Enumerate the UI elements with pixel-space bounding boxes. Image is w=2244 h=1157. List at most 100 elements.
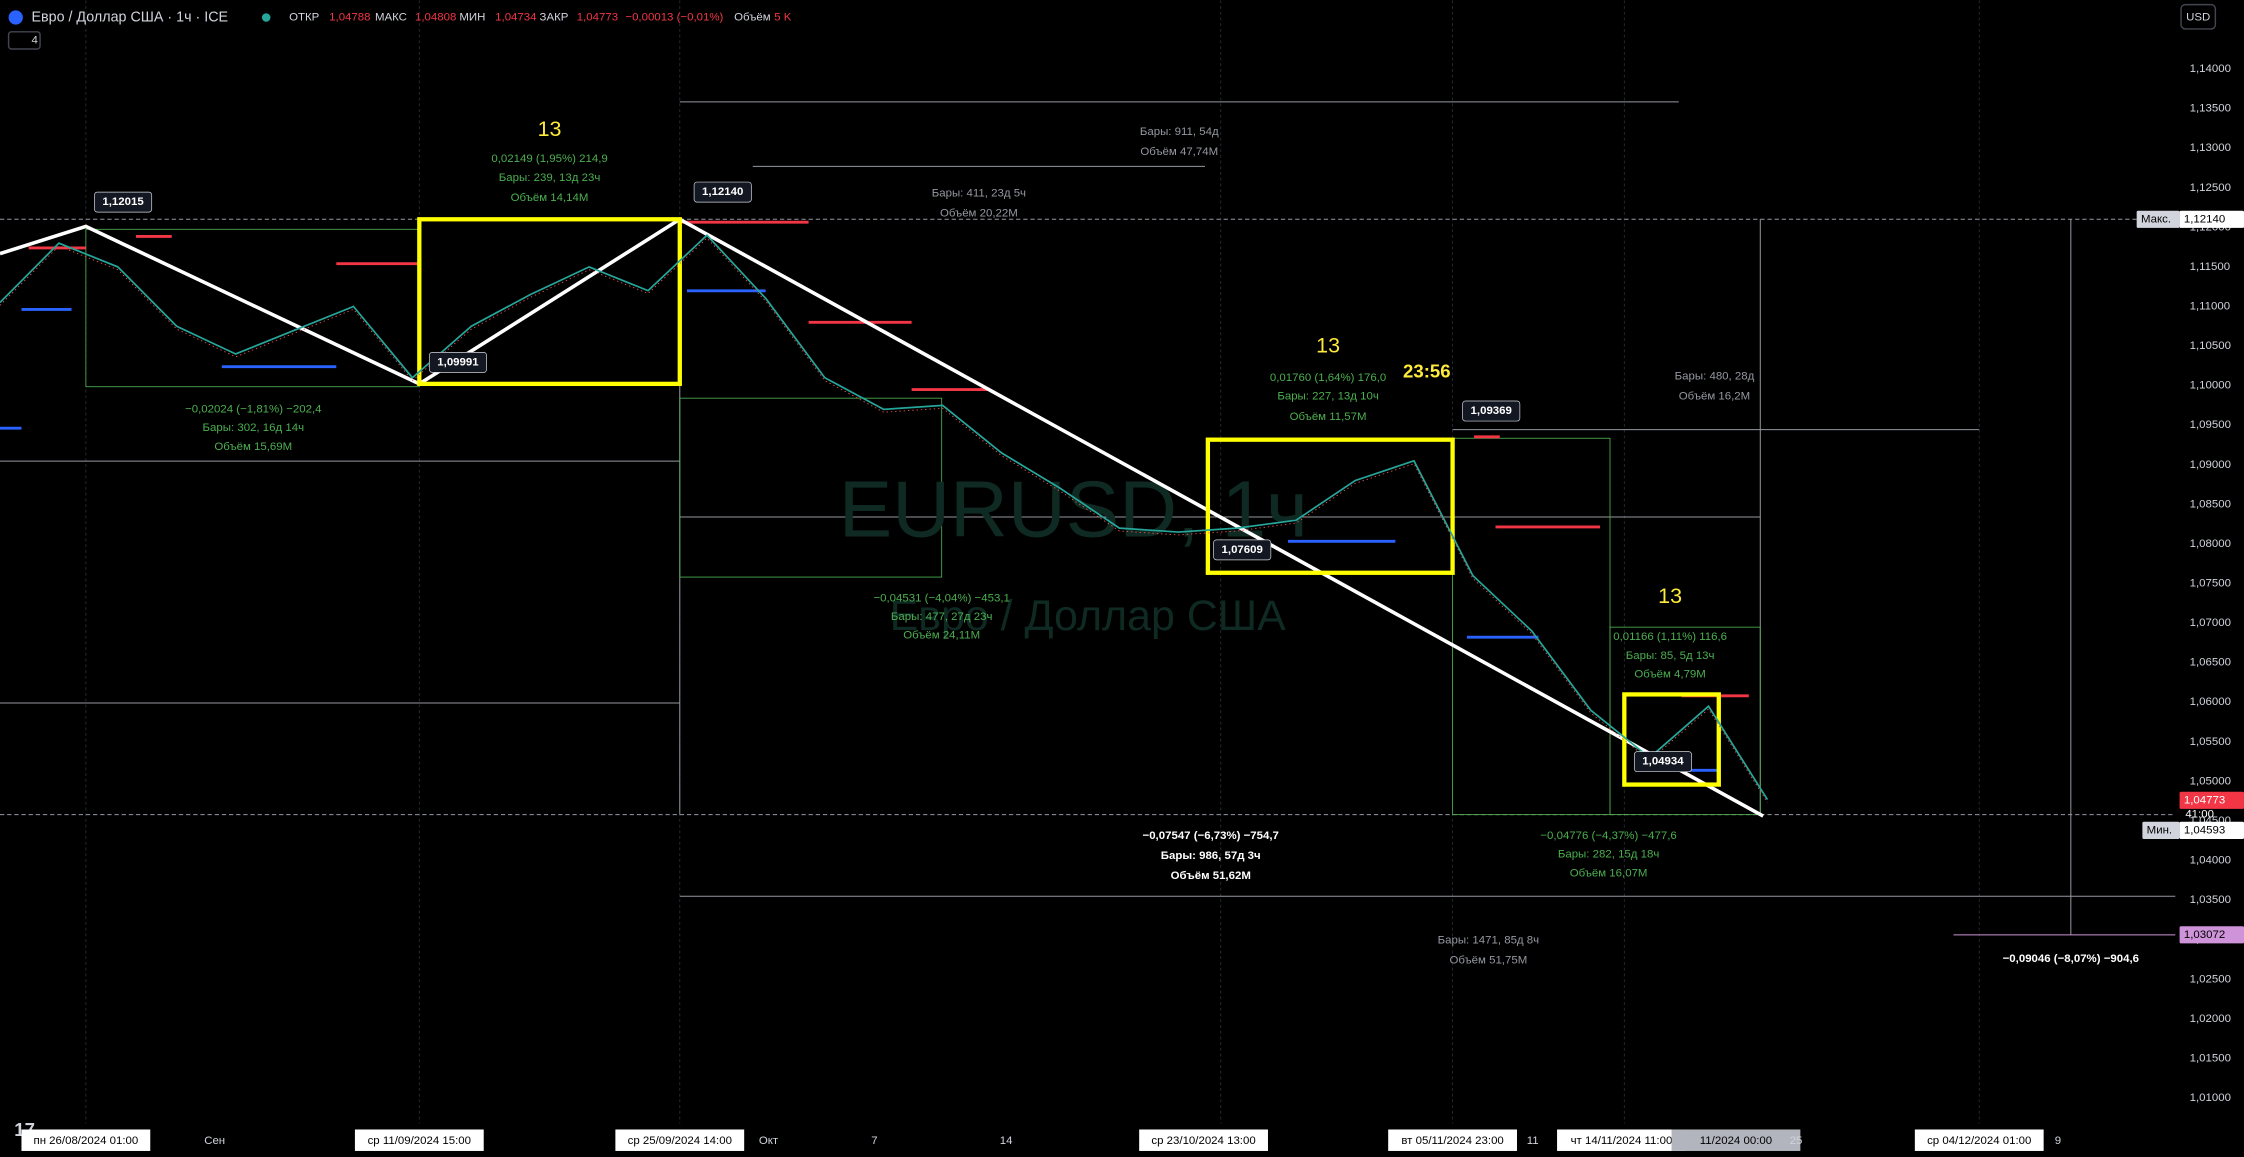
measure-text: Бары: 1471, 85д 8ч [1438,935,1540,947]
time-label: Окт [759,1135,779,1147]
target-price-bg [2179,926,2244,944]
header-close: 1,04773 [577,12,618,24]
time-label: Сен [204,1135,225,1147]
price-tick: 1,06500 [2190,657,2231,669]
header-high: 1,04808 [415,12,456,24]
header-low_label: МИН [459,12,485,24]
watermark-name: Евро / Доллар США [890,592,1287,640]
measure-text: Объём 11,57M [1290,411,1367,423]
measure-text: Бары: 85, 5д 13ч [1626,650,1715,662]
measure-text: Объём 15,69M [214,441,292,453]
symbol-icon [8,10,23,25]
watermark-symbol: EURUSD, 1ч [839,464,1308,554]
measure-text: Бары: 911, 54д [1140,126,1219,138]
measure-text: Объём 51,75M [1449,955,1527,967]
price-line [0,234,1769,801]
header-open_label: ОТКР [289,12,320,24]
price-point-label: 1,12140 [702,186,743,198]
header-open: 1,04788 [329,12,370,24]
measure-text: Бары: 282, 15д 18ч [1558,849,1660,861]
price-point-bg [1462,400,1521,422]
price-tick: 1,03500 [2190,894,2231,906]
time-axis-bg [0,1123,2244,1157]
last-price: 1,04773 [2184,794,2225,806]
price-tick: 1,11000 [2190,300,2231,312]
price-tick: 1,09500 [2190,419,2231,431]
time-label-bg [354,1129,484,1151]
header-change: −0,00013 (−0,01%) [625,12,723,24]
price-tick: 1,07000 [2190,617,2231,629]
measure-text: Бары: 477, 27д 23ч [891,611,993,623]
price-point-label: 1,12015 [102,196,144,208]
measure-text: Объём 24,11M [903,630,980,642]
price-tick: 1,10000 [2190,380,2231,392]
price-tick: 1,04000 [2190,855,2231,867]
time-label: 7 [871,1135,877,1147]
measure-text: Бары: 480, 28д [1675,371,1755,383]
time-label-bg [1671,1129,1801,1151]
price-tick: 1,08000 [2190,538,2231,550]
measure-text: −0,04531 (−4,04%) −453,1 [873,593,1009,605]
measure-text: 0,01760 (1,64%) 176,0 [1270,372,1386,384]
time-label: 9 [2055,1135,2061,1147]
min-label: Мин. [2147,824,2172,836]
measure-text: Объём 16,07M [1570,867,1648,879]
time-label-bg [1914,1129,2044,1151]
price-tick: 1,10500 [2190,340,2231,352]
indicator-box [7,31,41,50]
measure-text: −0,07547 (−6,73%) −754,7 [1143,830,1279,842]
price-tick: 1,02500 [2190,973,2231,985]
header-volume: 5 K [774,12,792,24]
price-tick: 1,01000 [2190,1092,2231,1104]
indicator-count: 4 [31,34,38,46]
header-low: 1,04734 [495,12,537,24]
price-tick: 1,05000 [2190,775,2231,787]
level-segments [0,220,1749,772]
status-dot [261,13,271,22]
measure-text: Объём 16,2M [1679,391,1750,403]
price-tick: 1,09000 [2190,459,2231,471]
time-label-bg [615,1129,745,1151]
measure-text: Бары: 239, 13д 23ч [499,172,601,184]
measure-text: Бары: 302, 16д 14ч [203,422,305,434]
max-price: 1,12140 [2184,213,2225,225]
price-point-label: 1,09369 [1471,405,1512,417]
time-label: чт 14/11/2024 11:00 [1571,1135,1673,1147]
price-tick: 1,13000 [2190,142,2231,154]
measure-text: Объём 4,79M [1634,668,1705,680]
min-price-bg [2179,821,2244,839]
min-label-bg [2142,821,2180,839]
time-label: ср 04/12/2024 01:00 [1927,1135,2031,1147]
measure-text: Бары: 411, 23д 5ч [932,188,1026,200]
header-close_label: ЗАКР [540,12,569,24]
measure-text: −0,04776 (−4,37%) −477,6 [1540,830,1676,842]
currency[interactable]: USD [2186,12,2210,24]
price-tick: 1,06000 [2190,696,2231,708]
currency-button[interactable] [2180,3,2217,30]
max-label: Макс. [2141,213,2171,225]
time-label-bg [1557,1129,1686,1151]
measure-text: −0,09046 (−8,07%) −904,6 [2003,953,2139,965]
time-label: ср 25/09/2024 14:00 [628,1135,732,1147]
time-label-bg [1388,1129,1517,1151]
price-tick: 1,11500 [2190,261,2231,273]
price-tick: 1,07500 [2190,578,2231,590]
price-tick: 1,08500 [2190,498,2231,510]
measure-text: Бары: 986, 57д 3ч [1161,850,1261,862]
pattern-count: 13 [538,117,562,141]
last-price-bg [2179,791,2244,809]
measure-text: 0,02149 (1,95%) 214,9 [491,153,607,165]
timer: 23:56 [1403,360,1451,381]
time-label: пн 26/08/2024 01:00 [34,1135,139,1147]
pattern-count: 13 [1316,333,1340,357]
time-label: 11/2024 00:00 [1700,1135,1772,1147]
price-point-bg [1633,751,1692,773]
price-tick: 1,05500 [2190,736,2231,748]
price-point-bg [693,181,752,203]
time-label: ср 23/10/2024 13:00 [1151,1135,1255,1147]
measure-text: Бары: 227, 13д 10ч [1277,391,1379,403]
price-point-label: 1,04934 [1642,756,1684,768]
price-point-bg [1213,539,1272,561]
header-high_label: МАКС [375,12,407,24]
